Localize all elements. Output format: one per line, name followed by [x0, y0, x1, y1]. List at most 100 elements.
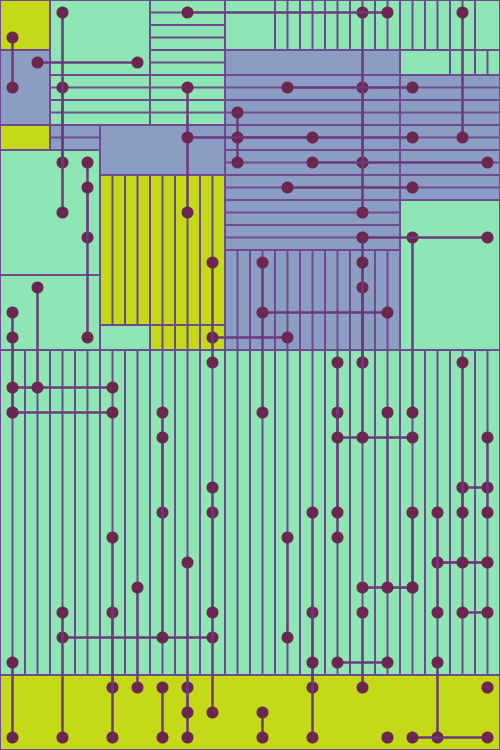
dot [456, 131, 469, 144]
dot [481, 156, 494, 169]
dot [256, 306, 269, 319]
dot [431, 656, 444, 669]
dot [431, 506, 444, 519]
tile [399, 49, 451, 76]
dot [156, 631, 169, 644]
tile [0, 124, 51, 151]
dot [456, 556, 469, 569]
dot [81, 156, 94, 169]
dot [431, 606, 444, 619]
dot [381, 306, 394, 319]
tile [224, 49, 401, 76]
dot [281, 531, 294, 544]
dot [181, 6, 194, 19]
dot [406, 406, 419, 419]
dot [106, 731, 119, 744]
dot [206, 481, 219, 494]
dot [281, 81, 294, 94]
dot [306, 731, 319, 744]
dot [481, 231, 494, 244]
dot [406, 431, 419, 444]
dot [6, 331, 19, 344]
dot [306, 156, 319, 169]
dot [406, 81, 419, 94]
dot [406, 581, 419, 594]
dot [156, 406, 169, 419]
dot [256, 706, 269, 719]
dot [206, 706, 219, 719]
dot [181, 81, 194, 94]
dot [481, 431, 494, 444]
dot [331, 431, 344, 444]
dot [106, 406, 119, 419]
dot [106, 531, 119, 544]
dot [356, 581, 369, 594]
dot [156, 431, 169, 444]
tile [99, 124, 226, 176]
dot [106, 381, 119, 394]
dot [131, 681, 144, 694]
tile [0, 149, 101, 276]
dot [181, 731, 194, 744]
dot [181, 556, 194, 569]
dot [256, 406, 269, 419]
dot [206, 256, 219, 269]
dot [256, 731, 269, 744]
dot [306, 131, 319, 144]
dot [6, 81, 19, 94]
dot [481, 606, 494, 619]
tile [474, 0, 500, 51]
dot [131, 581, 144, 594]
dot [31, 281, 44, 294]
dot [31, 381, 44, 394]
dot [131, 56, 144, 69]
dot [406, 731, 419, 744]
dot [56, 606, 69, 619]
dot [81, 181, 94, 194]
tile [99, 324, 151, 351]
dot [456, 606, 469, 619]
dot [331, 356, 344, 369]
dot [406, 181, 419, 194]
dot [206, 356, 219, 369]
dot [356, 231, 369, 244]
dot [456, 356, 469, 369]
dot [356, 206, 369, 219]
dot [481, 731, 494, 744]
dot [156, 681, 169, 694]
dot [31, 56, 44, 69]
dot [331, 656, 344, 669]
dot [181, 206, 194, 219]
dot [231, 156, 244, 169]
dot [206, 606, 219, 619]
tile [0, 0, 51, 51]
dot [356, 256, 369, 269]
dot [6, 306, 19, 319]
dot [331, 531, 344, 544]
dot [306, 506, 319, 519]
dot [231, 106, 244, 119]
dot [6, 31, 19, 44]
dot [331, 506, 344, 519]
dot [56, 731, 69, 744]
dot [181, 706, 194, 719]
dot [256, 256, 269, 269]
dot [381, 731, 394, 744]
dot [6, 406, 19, 419]
dot [356, 681, 369, 694]
dot [306, 656, 319, 669]
dot [81, 331, 94, 344]
dot [56, 206, 69, 219]
dot [6, 731, 19, 744]
tile [399, 199, 500, 351]
dot [181, 131, 194, 144]
dot [6, 656, 19, 669]
dot [156, 731, 169, 744]
dot [281, 631, 294, 644]
dot [481, 681, 494, 694]
dot [456, 506, 469, 519]
dot [381, 656, 394, 669]
dot [281, 331, 294, 344]
